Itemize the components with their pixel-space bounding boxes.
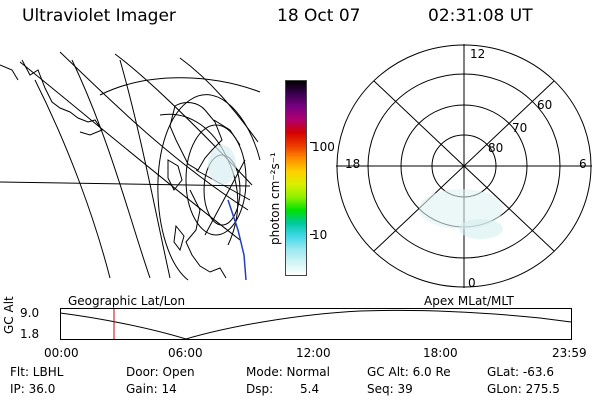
observation-date: 18 Oct 07 [277, 6, 361, 26]
mode-info: Mode: Normal [246, 365, 330, 379]
timeline-xtick-0000: 00:00 [44, 346, 79, 360]
aurora-oval [419, 189, 503, 229]
timeline-left-caption: Geographic Lat/Lon [68, 294, 186, 308]
colorbar [285, 80, 307, 276]
geographic-map [0, 51, 261, 281]
dsp-value: 5.4 [300, 382, 320, 396]
colorbar-tick-100: 100 [312, 140, 335, 154]
mlat-label-60: 60 [537, 98, 553, 112]
timeline-ytick-top: 9.0 [20, 306, 40, 320]
mlt-label-12: 12 [470, 47, 486, 61]
timeline-right-caption: Apex MLat/MLT [424, 294, 514, 308]
glon-info: GLon: 275.5 [487, 382, 560, 396]
timeline-xtick-0600: 06:00 [168, 346, 203, 360]
door-info: Door: Open [126, 365, 195, 379]
app-title: Ultraviolet Imager [22, 6, 176, 26]
timeline-xtick-1800: 18:00 [423, 346, 458, 360]
timeline-ylabel: GC Alt [2, 296, 16, 334]
filter-info: Flt: LBHL [10, 365, 64, 379]
altitude-timeline [59, 308, 572, 340]
colorbar-tickmark [310, 234, 315, 235]
mlt-label-6: 6 [579, 157, 587, 171]
observation-time: 02:31:08 UT [428, 6, 533, 26]
timeline-xtick-2359: 23:59 [552, 346, 587, 360]
coastline [21, 59, 103, 136]
gc-alt-info: GC Alt: 6.0 Re [367, 365, 451, 379]
polar-plot [336, 44, 592, 288]
mlat-label-70: 70 [512, 121, 528, 135]
colorbar-unit-label: photon cm⁻²s⁻¹ [268, 152, 282, 245]
glat-info: GLat: -63.6 [487, 365, 554, 379]
gain-info: Gain: 14 [126, 382, 177, 396]
dsp-label: Dsp: [246, 382, 274, 396]
mlat-label-80: 80 [488, 141, 504, 155]
mlt-label-18: 18 [345, 157, 361, 171]
timeline-xtick-1200: 12:00 [296, 346, 331, 360]
mlt-label-0: 0 [468, 276, 476, 290]
altitude-curve [59, 309, 572, 340]
colorbar-tickmark [310, 142, 315, 143]
ip-info: IP: 36.0 [10, 382, 56, 396]
seq-info: Seq: 39 [367, 382, 413, 396]
globe-limb [157, 94, 261, 281]
colorbar-tick-10: 10 [312, 228, 328, 242]
satellite-track [227, 199, 247, 281]
timeline-ytick-bottom: 1.8 [20, 327, 40, 341]
